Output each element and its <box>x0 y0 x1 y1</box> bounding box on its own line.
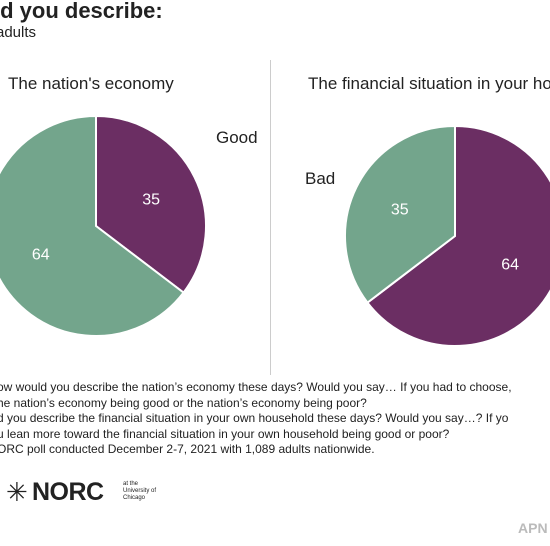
chart-title-household: The financial situation in your hou <box>308 74 550 93</box>
slice-value-label: 64 <box>501 256 519 273</box>
pie-slice <box>95 114 207 295</box>
chart-title-economy: The nation's economy <box>8 74 174 93</box>
pie-slice <box>366 124 550 347</box>
note-line: ow would you describe the nation’s econo… <box>0 380 512 394</box>
norc-star-icon: ✳ <box>6 477 28 507</box>
pie-slice <box>0 114 185 337</box>
pie-slice <box>344 124 456 305</box>
note-line: ORC poll conducted December 2-7, 2021 wi… <box>0 442 375 456</box>
page-title: ld you describe: <box>0 0 163 23</box>
slice-category-label: Bad <box>305 169 335 188</box>
page-subtitle: adults <box>0 24 37 41</box>
slice-value-label: 35 <box>391 202 409 219</box>
question-notes: ow would you describe the nation’s econo… <box>0 380 512 458</box>
slice-value-label: 35 <box>142 192 160 209</box>
note-line: he nation’s economy being good or the na… <box>0 395 367 410</box>
note-line: d you describe the financial situation i… <box>0 411 509 425</box>
note-line: u lean more toward the financial situati… <box>0 426 450 441</box>
credit-text: APN <box>518 520 548 536</box>
norc-logo-subtext: at the University of Chicago <box>123 481 157 501</box>
norc-logo-text: NORC <box>32 478 104 506</box>
slice-value-label: 64 <box>32 246 50 263</box>
chart-divider <box>270 60 271 375</box>
slice-category-label: Good <box>216 128 258 147</box>
